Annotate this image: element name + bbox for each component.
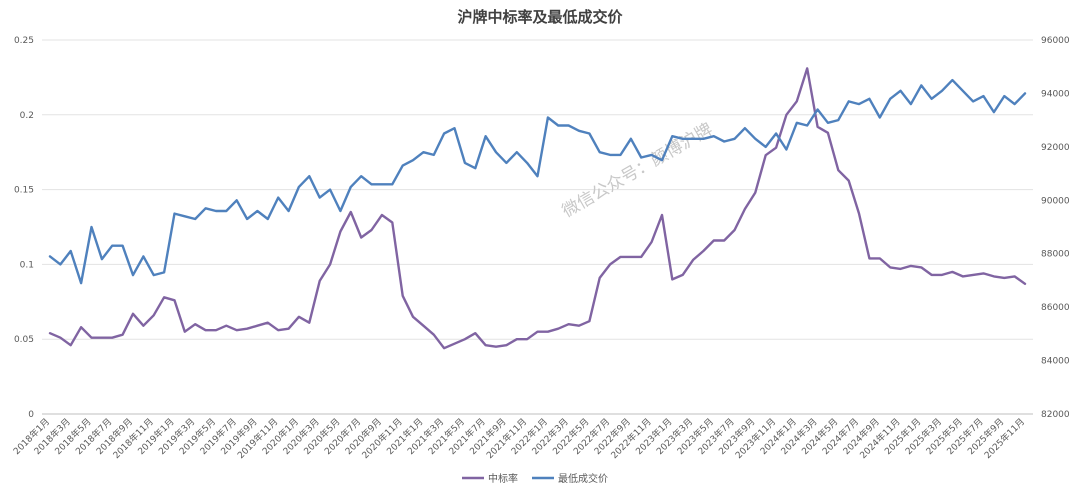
y2-tick-label: 92000 xyxy=(1041,143,1070,153)
y-tick-label: 0 xyxy=(28,410,34,420)
y-tick-label: 0.1 xyxy=(20,260,34,270)
chart-title: 沪牌中标率及最低成交价 xyxy=(457,8,623,26)
watermark: 微信公众号：颜博沪牌 xyxy=(559,120,716,222)
legend-label-rate: 中标率 xyxy=(488,472,518,485)
series-lines xyxy=(48,67,1027,350)
right-axis: 82000 84000 86000 88000 90000 92000 94000 96000 xyxy=(1041,36,1070,420)
y2-tick-label: 96000 xyxy=(1041,36,1070,46)
y-tick-label: 0.15 xyxy=(14,186,34,196)
y2-tick-label: 94000 xyxy=(1041,89,1070,99)
y2-tick-label: 88000 xyxy=(1041,250,1070,260)
legend-label-price: 最低成交价 xyxy=(558,472,608,485)
y-tick-label: 0.2 xyxy=(20,111,34,121)
y2-tick-label: 84000 xyxy=(1041,357,1070,367)
grid-lines xyxy=(42,39,1033,415)
y2-tick-label: 82000 xyxy=(1041,410,1070,420)
legend: 中标率 最低成交价 xyxy=(462,472,608,485)
y2-tick-label: 86000 xyxy=(1041,303,1070,313)
series-line-price xyxy=(48,78,1027,285)
x-axis: 2018年1月2018年3月2018年5月2018年7月2018年9月2018年… xyxy=(11,416,1027,462)
left-axis: 0 0.05 0.1 0.15 0.2 0.25 xyxy=(14,36,34,420)
y-tick-label: 0.05 xyxy=(14,335,34,345)
y2-tick-label: 90000 xyxy=(1041,196,1070,206)
series-line-rate xyxy=(48,67,1027,350)
y-tick-label: 0.25 xyxy=(14,36,34,46)
